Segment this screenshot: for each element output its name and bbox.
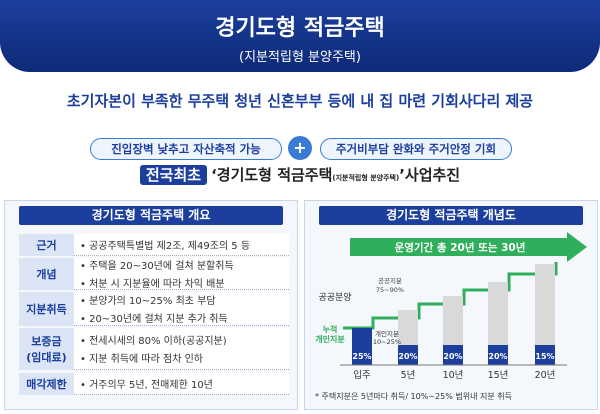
private-share-bar bbox=[352, 328, 372, 365]
private-share-bar bbox=[443, 345, 463, 365]
private-share-bar bbox=[535, 345, 555, 365]
row-items: • 전세시세의 80% 이하(공공지분) • 지분 취득에 따라 점차 인하 bbox=[74, 328, 289, 370]
concept-panel: 경기도형 적금주택 개념도 * 주택지분은 5년마다 취득/ 10%~25% 범… bbox=[304, 200, 598, 410]
benefit: 주거비부담 완화와 주거안정 기회 bbox=[320, 138, 512, 160]
subtitle: (지분적립형 분양주택) bbox=[239, 50, 361, 65]
headline-suffix: ’사업추진 bbox=[399, 166, 461, 184]
label: 75~90% bbox=[376, 286, 404, 294]
share-label: 20% bbox=[443, 352, 462, 361]
item: • 주택을 20~30년에 걸쳐 분할취득 bbox=[80, 261, 234, 272]
public-share-bar bbox=[398, 310, 418, 345]
public-share-bar bbox=[535, 264, 555, 345]
item: • 전세시세의 80% 이하(공공지분) bbox=[80, 336, 227, 347]
item: • 분양가의 10~25% 최초 부담 bbox=[80, 296, 216, 307]
period-arrow bbox=[350, 232, 587, 262]
title: 경기도형 적금주택 bbox=[215, 16, 385, 41]
row-label: 근거 bbox=[19, 234, 74, 256]
share-label: 20% bbox=[398, 352, 417, 361]
stage-label: 10년 bbox=[443, 370, 464, 381]
benefit: 진입장벽 낮추고 자산축적 가능 bbox=[90, 138, 282, 160]
step-line bbox=[343, 262, 558, 330]
row-items: • 분양가의 10~25% 최초 부담 • 20~30년에 걸쳐 지분 추가 취득 bbox=[74, 292, 289, 326]
item: • 지분 취득에 따라 점차 인하 bbox=[80, 354, 203, 365]
item: • 거주의무 5년, 전매제한 10년 bbox=[80, 380, 213, 391]
plus-icon: + bbox=[288, 136, 312, 160]
label: 10~25% bbox=[373, 338, 401, 346]
row: 매각제한 • 거주의무 5년, 전매제한 10년 bbox=[19, 373, 289, 395]
badge: 전국최초 bbox=[139, 165, 208, 185]
label: 누적 bbox=[323, 324, 338, 334]
period: 운영기간 총 20년 또는 30년 bbox=[395, 241, 526, 254]
row: 근거 • 공공주택특별법 제2조, 제49조의 5 등 bbox=[19, 234, 289, 256]
row-label: 개념 bbox=[19, 258, 74, 290]
row: 개념 • 주택을 20~30년에 걸쳐 분할취득 • 처분 시 지분율에 따라 차익… bbox=[19, 258, 289, 290]
public-share-bar bbox=[443, 296, 463, 345]
item: • 공공주택특별법 제2조, 제49조의 5 등 bbox=[80, 241, 251, 252]
tagline: 초기자본이 부족한 무주택 청년 신혼부부 등에 내 집 마련 기회사다리 제공 bbox=[66, 92, 534, 110]
stage-label: 15년 bbox=[488, 370, 509, 381]
row-label: 보증금 (임대료) bbox=[19, 328, 74, 370]
label: 공공지분 bbox=[378, 276, 402, 285]
stage-label: 입주 bbox=[353, 369, 371, 381]
header: 경기도형 적금주택 (지분적립형 분양주택) bbox=[0, 0, 600, 72]
private-share-bar bbox=[488, 345, 508, 365]
footnote: * 주택지분은 5년마다 취득/ 10%~25% 범위내 지분 취득 bbox=[315, 392, 512, 401]
row-items: • 거주의무 5년, 전매제한 10년 bbox=[74, 373, 289, 395]
item: • 20~30년에 걸쳐 지분 추가 취득 bbox=[80, 314, 228, 325]
row: 지분취득 • 분양가의 10~25% 최초 부담 • 20~30년에 걸쳐 지분 추… bbox=[19, 292, 289, 326]
stage-label: 20년 bbox=[535, 370, 556, 381]
share-label: 15% bbox=[535, 352, 554, 361]
panel-title: 경기도형 적금주택 개요 bbox=[19, 206, 283, 225]
private-share-bar bbox=[398, 345, 418, 365]
row-label: 매각제한 bbox=[19, 373, 74, 395]
public-share-bar bbox=[488, 282, 508, 345]
concept-diagram: 운영기간 총 20년 또는 30년 공공분양 25% 입주 20% 5년 20% 10년 2… bbox=[315, 232, 587, 381]
label: 공공분양 bbox=[318, 292, 351, 303]
headline-note: (지분적립형 분양주택) bbox=[332, 174, 400, 182]
row: 보증금 (임대료) • 전세시세의 80% 이하(공공지분) • 지분 취득에 따라… bbox=[19, 328, 289, 370]
label: 개인지분 bbox=[375, 329, 399, 338]
row-items: • 공공주택특별법 제2조, 제49조의 5 등 bbox=[74, 234, 289, 256]
row-label: 지분취득 bbox=[19, 292, 74, 326]
stage-label: 5년 bbox=[401, 370, 416, 381]
label: 개인지분 bbox=[315, 334, 345, 344]
headline-text: ‘경기도형 적금주택 bbox=[211, 166, 333, 184]
share-label: 25% bbox=[352, 352, 371, 361]
share-label: 20% bbox=[488, 352, 507, 361]
panel-title: 경기도형 적금주택 개념도 bbox=[319, 206, 583, 225]
row-items: • 주택을 20~30년에 걸쳐 분할취득 • 처분 시 지분율에 따라 차익 배… bbox=[74, 258, 289, 290]
item: • 처분 시 지분율에 따라 차익 배분 bbox=[80, 279, 225, 290]
headline: 전국최초 ‘경기도형 적금주택(지분적립형 분양주택)’사업추진 bbox=[0, 164, 600, 185]
